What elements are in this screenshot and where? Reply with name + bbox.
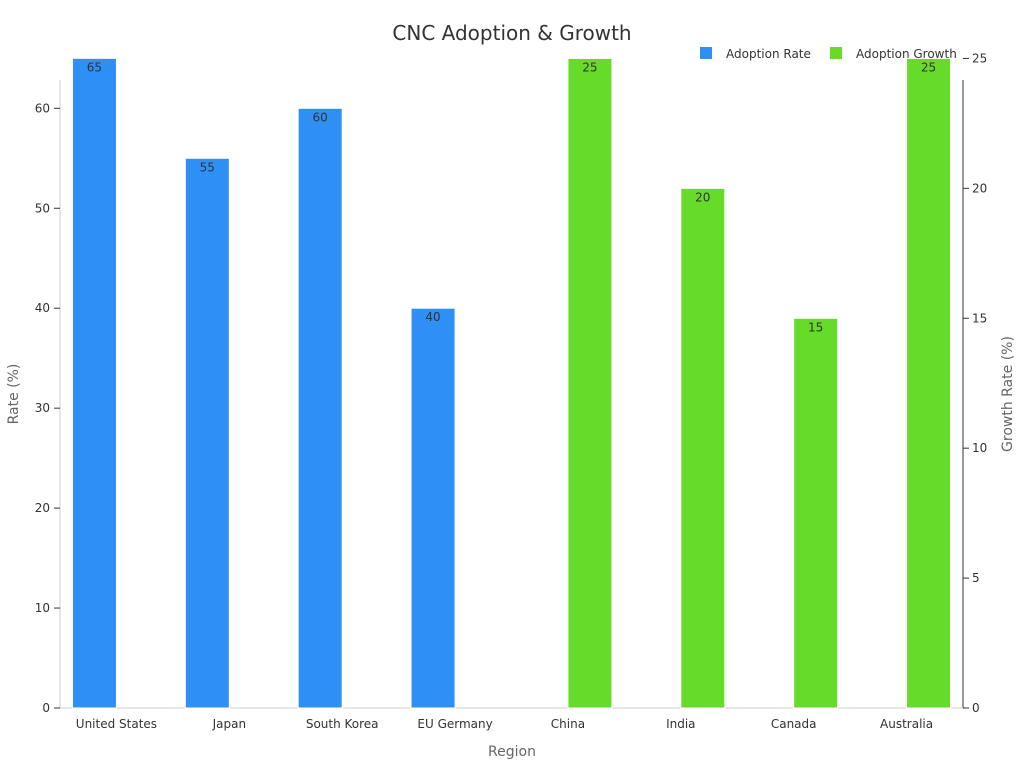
bar-adoption-growth [567,57,613,709]
x-tick-label: South Korea [306,717,379,731]
legend-label-adoption-growth: Adoption Growth [856,47,957,61]
legend-swatch-adoption-growth [830,47,842,59]
data-label: 25 [921,60,936,74]
left-tick-label: 30 [35,401,50,415]
bar-adoption-growth [793,317,839,709]
right-tick-label: 25 [972,51,987,65]
data-labels: 65 55 60 40 25 20 15 25 [87,60,936,334]
right-tick-label: 20 [972,181,987,195]
x-tick-label: Australia [880,717,933,731]
left-tick-label: 50 [35,201,50,215]
bars [71,57,952,709]
data-label: 60 [313,110,328,124]
right-tick-label: 0 [972,701,980,715]
y2-axis-title: Growth Rate (%) [1000,336,1016,452]
legend: Adoption Rate Adoption Growth [700,47,957,61]
data-label: 20 [695,190,710,204]
left-tick-label: 60 [35,101,50,115]
left-tick-label: 40 [35,301,50,315]
left-tick-label: 10 [35,601,50,615]
bar-adoption-rate [297,107,343,709]
legend-swatch-adoption-rate [700,47,712,59]
right-tick-label: 10 [972,441,987,455]
left-tick-label: 0 [42,701,50,715]
data-label: 65 [87,60,102,74]
bar-adoption-growth [906,57,952,709]
bar-adoption-rate [184,157,230,709]
data-label: 55 [200,160,215,174]
left-axis-ticks: 0 10 20 30 40 50 60 [35,101,60,715]
right-tick-label: 15 [972,311,987,325]
x-tick-label: Japan [212,717,246,731]
bar-adoption-rate [410,307,456,709]
x-tick-label: United States [76,717,157,731]
chart-title: CNC Adoption & Growth [392,21,631,45]
left-tick-label: 20 [35,501,50,515]
x-tick-label: India [666,717,695,731]
y-axis-title: Rate (%) [6,364,22,425]
x-tick-label: Canada [771,717,817,731]
data-label: 40 [425,310,440,324]
x-axis-title: Region [488,744,536,760]
x-tick-label: China [551,717,585,731]
bar-adoption-rate [71,57,117,709]
data-label: 15 [808,320,823,334]
right-axis-ticks: 0 5 10 15 20 25 [963,51,987,715]
legend-label-adoption-rate: Adoption Rate [726,47,811,61]
x-axis-ticks: United States Japan South Korea EU Germany C… [76,717,933,731]
x-tick-label: EU Germany [417,717,492,731]
right-tick-label: 5 [972,571,980,585]
bar-adoption-growth [680,187,726,709]
data-label: 25 [582,60,597,74]
